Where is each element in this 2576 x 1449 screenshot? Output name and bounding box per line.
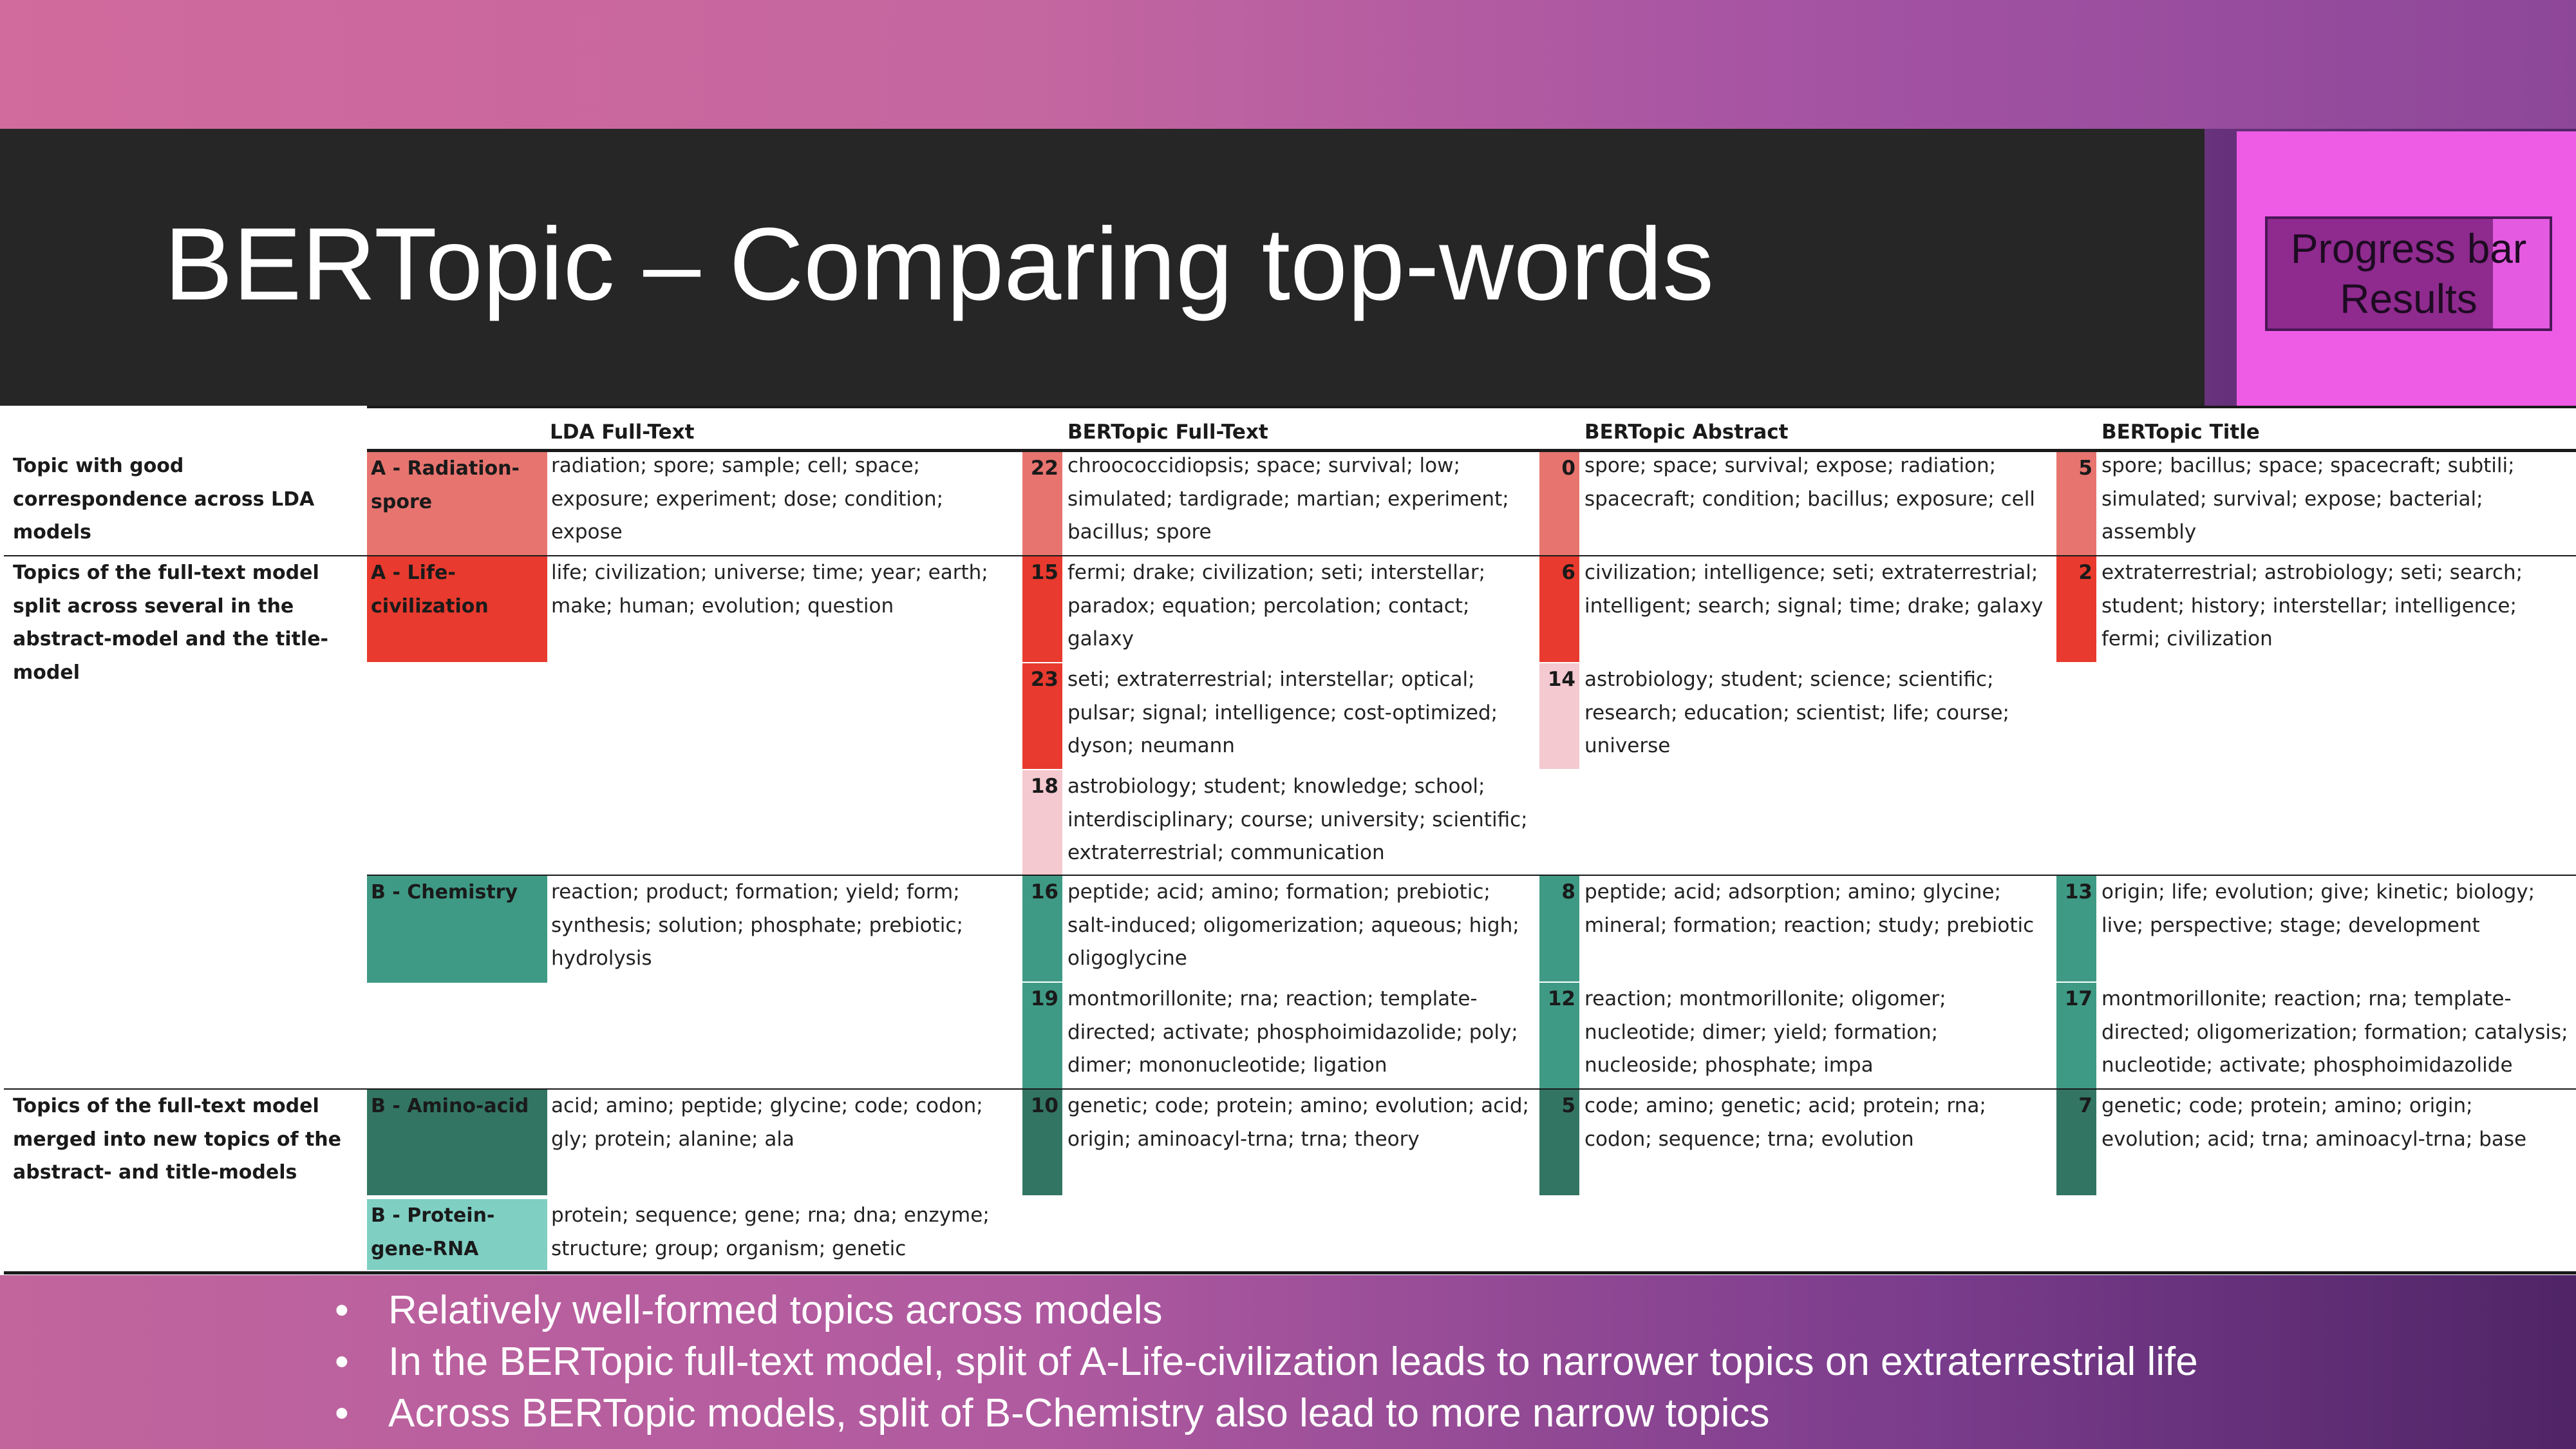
lda-words-life-civilization: life; civilization; universe; time; year… — [551, 561, 988, 618]
header-bertopic-title: BERTopic Title — [2101, 421, 2260, 444]
bft-topic-number: 19 — [1022, 983, 1062, 1088]
bft-topic-number: 18 — [1022, 770, 1062, 875]
babs-topic-number: 6 — [1539, 556, 1579, 662]
row-label-good-correspondence: Topic with good correspondence across LD… — [13, 455, 315, 544]
lda-words-amino-acid: acid; amino; peptide; glycine; code; cod… — [551, 1094, 983, 1151]
bullet-item: • Across BERTopic models, split of B-Chem… — [335, 1388, 2524, 1439]
babs-topic-words: civilization; intelligence; seti; extrat… — [1584, 561, 2044, 618]
header-lda-full-text: LDA Full-Text — [550, 421, 695, 444]
header-bertopic-abstract: BERTopic Abstract — [1584, 421, 1789, 444]
bft-topic-words: seti; extraterrestrial; interstellar; op… — [1067, 668, 1498, 757]
btitle-topic-number: 7 — [2056, 1090, 2096, 1195]
lda-words-radiation-spore: radiation; spore; sample; cell; space; e… — [551, 454, 944, 544]
row-divider — [4, 1088, 2576, 1090]
top-rule — [367, 406, 2576, 408]
bullet-dot-icon: • — [335, 1288, 349, 1332]
progress-bar: Progress bar Results — [2265, 216, 2552, 331]
btitle-topic-words: spore; bacillus; space; spacecraft; subt… — [2101, 454, 2515, 544]
btitle-topic-words: origin; life; evolution; give; kinetic; … — [2101, 880, 2535, 937]
lda-words-chemistry: reaction; product; formation; yield; for… — [551, 880, 963, 970]
btitle-topic-number: 13 — [2056, 876, 2096, 981]
bullet-item: • Relatively well-formed topics across mo… — [335, 1285, 2524, 1336]
btitle-topic-number: 2 — [2056, 556, 2096, 662]
progress-label-line1: Progress bar — [2290, 225, 2527, 272]
bft-topic-number: 10 — [1022, 1090, 1062, 1195]
babs-topic-words: astrobiology; student; science; scientif… — [1584, 668, 2010, 757]
lda-topic-radiation-spore: A - Radiation-spore — [367, 452, 547, 555]
bullet-item: • In the BERTopic full-text model, split … — [335, 1336, 2524, 1388]
bft-topic-number: 22 — [1022, 452, 1062, 555]
btitle-topic-number: 17 — [2056, 983, 2096, 1088]
btitle-topic-words: genetic; code; protein; amino; origin; e… — [2101, 1094, 2527, 1151]
table-image: LDA Full-Text BERTopic Full-Text BERTopi… — [0, 406, 2576, 1275]
babs-topic-words: peptide; acid; adsorption; amino; glycin… — [1584, 880, 2035, 937]
lda-words-protein-gene-rna: protein; sequence; gene; rna; dna; enzym… — [551, 1204, 990, 1260]
babs-topic-words: code; amino; genetic; acid; protein; rna… — [1584, 1094, 1986, 1151]
row-label-merged-topics: Topics of the full-text model merged int… — [13, 1095, 341, 1184]
bullet-dot-icon: • — [335, 1391, 349, 1435]
bft-topic-words: astrobiology; student; knowledge; school… — [1067, 775, 1528, 864]
bullet-text: In the BERTopic full-text model, split o… — [388, 1340, 2198, 1384]
lda-topic-protein-gene-rna: B - Protein-gene-RNA — [367, 1199, 547, 1270]
row-label-split-topics: Topics of the full-text model split acro… — [13, 562, 329, 684]
bft-topic-words: chroococcidiopsis; space; survival; low;… — [1067, 454, 1509, 544]
header-rule — [367, 449, 2576, 452]
bullet-text: Across BERTopic models, split of B-Chemi… — [388, 1391, 1770, 1435]
babs-topic-number: 14 — [1539, 663, 1579, 769]
bft-topic-words: peptide; acid; amino; formation; prebiot… — [1067, 880, 1519, 970]
progress-bar-fill — [2268, 219, 2494, 328]
lda-topic-chemistry: B - Chemistry — [367, 876, 547, 983]
lda-topic-life-civilization: A - Life-civilization — [367, 556, 547, 662]
babs-topic-number: 0 — [1539, 452, 1579, 555]
bft-topic-number: 23 — [1022, 663, 1062, 769]
btitle-topic-number: 5 — [2056, 452, 2096, 555]
progress-bar-label: Progress bar Results — [2268, 219, 2550, 328]
btitle-topic-words: montmorillonite; reaction; rna; template… — [2101, 987, 2568, 1077]
lda-topic-amino-acid: B - Amino-acid — [367, 1090, 547, 1195]
bullet-dot-icon: • — [335, 1340, 349, 1384]
bft-topic-words: genetic; code; protein; amino; evolution… — [1067, 1094, 1529, 1151]
bullet-list: • Relatively well-formed topics across mo… — [335, 1285, 2524, 1439]
btitle-topic-words: extraterrestrial; astrobiology; seti; se… — [2101, 561, 2523, 650]
progress-label-line2: Results — [2340, 276, 2477, 322]
bft-topic-number: 15 — [1022, 556, 1062, 662]
slide-title: BERTopic – Comparing top-words — [164, 206, 1715, 321]
bullet-text: Relatively well-formed topics across mod… — [388, 1288, 1163, 1332]
top-gradient-band — [0, 0, 2576, 129]
row-divider — [367, 875, 2576, 876]
babs-topic-number: 12 — [1539, 983, 1579, 1088]
babs-topic-number: 5 — [1539, 1090, 1579, 1195]
babs-topic-words: spore; space; survival; expose; radiatio… — [1584, 454, 2035, 511]
bft-topic-words: fermi; drake; civilization; seti; inters… — [1067, 561, 1486, 650]
topic-comparison-table: LDA Full-Text BERTopic Full-Text BERTopi… — [4, 406, 2576, 1275]
bft-topic-number: 16 — [1022, 876, 1062, 981]
progress-panel: Progress bar Results — [2237, 131, 2576, 406]
bft-topic-words: montmorillonite; rna; reaction; template… — [1067, 987, 1518, 1077]
row-divider — [4, 555, 2576, 556]
babs-topic-number: 8 — [1539, 876, 1579, 981]
bottom-rule — [4, 1271, 2576, 1274]
babs-topic-words: reaction; montmorillonite; oligomer; nuc… — [1584, 987, 1946, 1077]
title-bar — [0, 129, 2205, 406]
header-bertopic-full-text: BERTopic Full-Text — [1067, 421, 1268, 444]
